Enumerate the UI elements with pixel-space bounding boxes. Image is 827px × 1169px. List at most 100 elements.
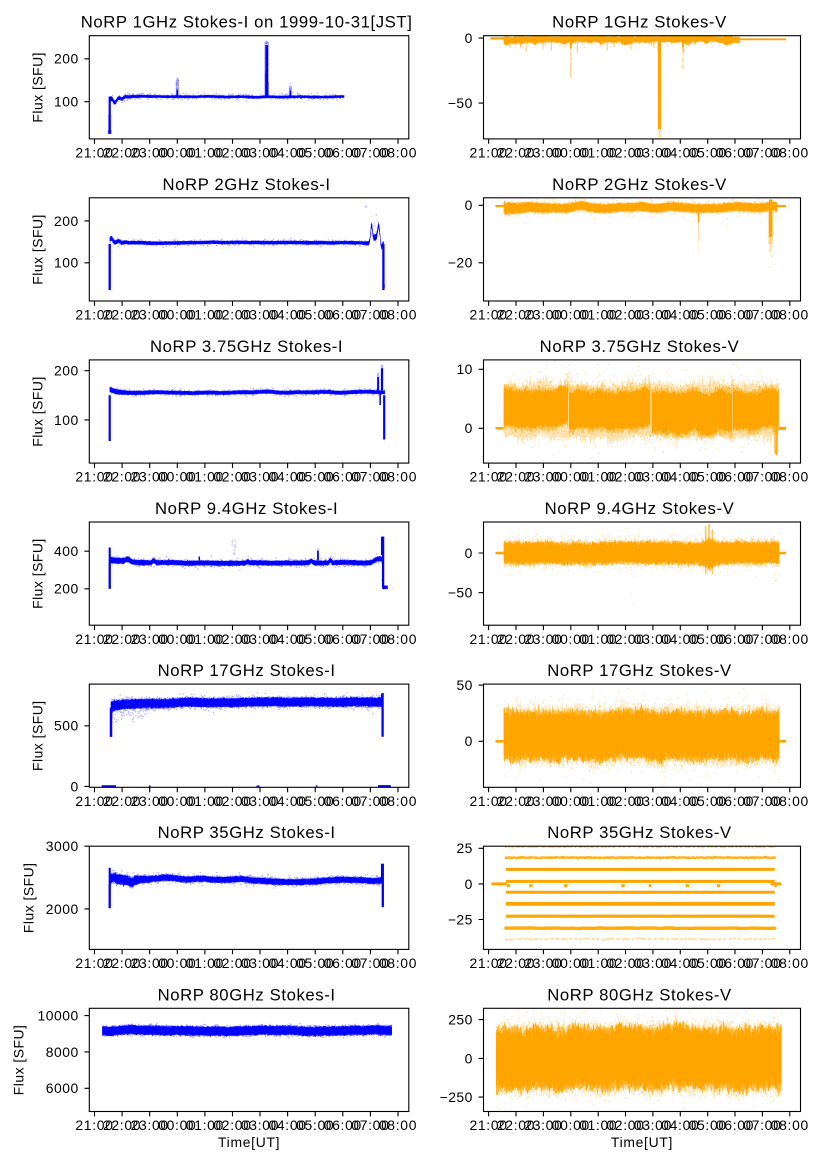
svg-text:05:00: 05:00 (296, 955, 334, 971)
svg-text:00:00: 00:00 (552, 469, 590, 485)
svg-text:06:00: 06:00 (324, 1117, 362, 1133)
svg-text:07:00: 07:00 (743, 145, 781, 161)
svg-text:500: 500 (54, 718, 79, 734)
svg-text:−50: −50 (448, 585, 473, 601)
svg-text:08:00: 08:00 (771, 1117, 809, 1133)
svg-text:08:00: 08:00 (379, 793, 417, 809)
svg-text:05:00: 05:00 (689, 145, 727, 161)
svg-text:03:00: 03:00 (241, 955, 279, 971)
svg-text:0: 0 (465, 197, 473, 213)
svg-text:21:00: 21:00 (75, 793, 113, 809)
svg-text:04:00: 04:00 (268, 307, 306, 323)
svg-text:06:00: 06:00 (324, 307, 362, 323)
svg-text:25: 25 (456, 840, 472, 856)
svg-text:23:00: 23:00 (524, 145, 562, 161)
svg-text:07:00: 07:00 (743, 631, 781, 647)
svg-text:06:00: 06:00 (716, 955, 754, 971)
svg-text:08:00: 08:00 (379, 145, 417, 161)
svg-text:04:00: 04:00 (661, 145, 699, 161)
svg-text:Flux [SFU]: Flux [SFU] (21, 862, 37, 933)
svg-text:01:00: 01:00 (579, 469, 617, 485)
svg-text:05:00: 05:00 (689, 955, 727, 971)
svg-text:23:00: 23:00 (524, 955, 562, 971)
svg-text:03:00: 03:00 (634, 469, 672, 485)
svg-text:100: 100 (54, 255, 79, 271)
svg-text:NoRP 9.4GHz Stokes-I: NoRP 9.4GHz Stokes-I (155, 499, 338, 518)
svg-text:00:00: 00:00 (552, 793, 590, 809)
svg-text:10: 10 (456, 361, 472, 377)
svg-text:Flux [SFU]: Flux [SFU] (30, 214, 46, 285)
svg-text:22:00: 22:00 (497, 307, 535, 323)
svg-text:23:00: 23:00 (524, 307, 562, 323)
svg-text:00:00: 00:00 (158, 793, 196, 809)
svg-text:07:00: 07:00 (743, 307, 781, 323)
svg-text:05:00: 05:00 (296, 469, 334, 485)
svg-text:00:00: 00:00 (158, 955, 196, 971)
svg-text:06:00: 06:00 (324, 631, 362, 647)
svg-text:NoRP 3.75GHz Stokes-V: NoRP 3.75GHz Stokes-V (540, 337, 740, 356)
svg-text:04:00: 04:00 (268, 469, 306, 485)
svg-text:6000: 6000 (46, 1080, 79, 1096)
svg-text:21:00: 21:00 (469, 145, 507, 161)
svg-text:08:00: 08:00 (379, 307, 417, 323)
svg-text:01:00: 01:00 (186, 631, 224, 647)
svg-text:07:00: 07:00 (743, 955, 781, 971)
svg-text:100: 100 (54, 94, 79, 110)
svg-text:22:00: 22:00 (497, 469, 535, 485)
svg-text:21:00: 21:00 (75, 631, 113, 647)
svg-text:21:00: 21:00 (75, 1117, 113, 1133)
svg-text:2000: 2000 (46, 901, 79, 917)
svg-text:01:00: 01:00 (186, 1117, 224, 1133)
svg-text:01:00: 01:00 (579, 793, 617, 809)
svg-text:00:00: 00:00 (552, 631, 590, 647)
svg-text:06:00: 06:00 (716, 793, 754, 809)
svg-text:07:00: 07:00 (743, 469, 781, 485)
svg-text:01:00: 01:00 (186, 145, 224, 161)
svg-text:Flux [SFU]: Flux [SFU] (30, 376, 46, 447)
svg-text:−50: −50 (448, 95, 473, 111)
svg-text:200: 200 (54, 581, 79, 597)
svg-text:05:00: 05:00 (689, 469, 727, 485)
svg-text:04:00: 04:00 (268, 631, 306, 647)
svg-text:NoRP 2GHz Stokes-I: NoRP 2GHz Stokes-I (163, 175, 331, 194)
svg-text:21:00: 21:00 (469, 955, 507, 971)
svg-text:01:00: 01:00 (579, 145, 617, 161)
svg-text:00:00: 00:00 (552, 145, 590, 161)
svg-text:02:00: 02:00 (213, 469, 251, 485)
svg-text:Time[UT]: Time[UT] (218, 1134, 280, 1150)
svg-text:400: 400 (54, 543, 79, 559)
svg-text:06:00: 06:00 (324, 469, 362, 485)
svg-text:0: 0 (70, 778, 78, 794)
svg-text:00:00: 00:00 (158, 1117, 196, 1133)
svg-text:03:00: 03:00 (634, 307, 672, 323)
svg-text:06:00: 06:00 (716, 145, 754, 161)
svg-text:23:00: 23:00 (524, 469, 562, 485)
svg-text:23:00: 23:00 (131, 955, 169, 971)
svg-text:04:00: 04:00 (661, 469, 699, 485)
svg-text:03:00: 03:00 (241, 1117, 279, 1133)
svg-text:22:00: 22:00 (103, 469, 141, 485)
svg-text:NoRP 9.4GHz Stokes-V: NoRP 9.4GHz Stokes-V (545, 499, 735, 518)
svg-text:02:00: 02:00 (213, 1117, 251, 1133)
svg-text:02:00: 02:00 (606, 469, 644, 485)
svg-text:08:00: 08:00 (379, 955, 417, 971)
svg-text:Flux [SFU]: Flux [SFU] (30, 538, 46, 609)
svg-text:00:00: 00:00 (552, 955, 590, 971)
svg-text:50: 50 (456, 677, 472, 693)
svg-text:04:00: 04:00 (661, 631, 699, 647)
svg-text:01:00: 01:00 (186, 307, 224, 323)
svg-text:03:00: 03:00 (634, 631, 672, 647)
svg-text:02:00: 02:00 (606, 631, 644, 647)
svg-text:21:00: 21:00 (469, 631, 507, 647)
svg-text:0: 0 (465, 545, 473, 561)
svg-text:04:00: 04:00 (661, 955, 699, 971)
svg-text:200: 200 (54, 213, 79, 229)
svg-text:21:00: 21:00 (469, 793, 507, 809)
svg-text:22:00: 22:00 (497, 793, 535, 809)
svg-text:21:00: 21:00 (75, 307, 113, 323)
svg-text:22:00: 22:00 (103, 793, 141, 809)
svg-text:−20: −20 (448, 255, 473, 271)
svg-text:05:00: 05:00 (689, 307, 727, 323)
svg-text:0: 0 (465, 30, 473, 46)
svg-text:00:00: 00:00 (158, 631, 196, 647)
